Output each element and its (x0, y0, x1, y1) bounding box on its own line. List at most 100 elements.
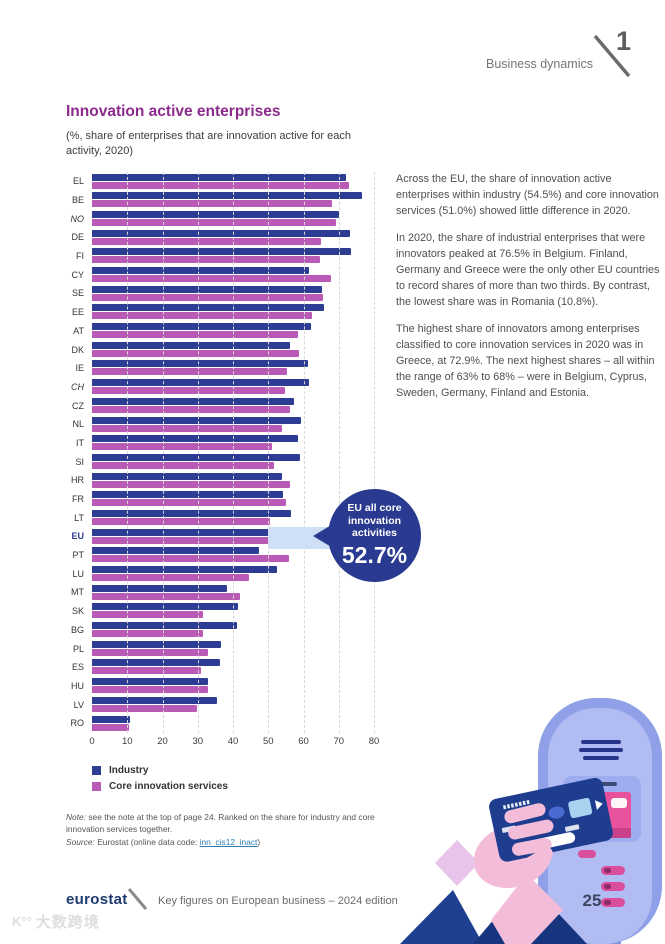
country-label: PL (72, 643, 84, 654)
callout-value: 52.7% (341, 541, 408, 568)
country-label: DE (71, 232, 84, 243)
source-label: Source: (66, 837, 95, 847)
chart-row-SE: SE (38, 284, 384, 303)
blue-triangle (400, 890, 483, 944)
country-label: AT (73, 325, 84, 336)
industry-bar-CH (92, 379, 310, 387)
services-bar-CH (92, 387, 285, 395)
bar-pair (92, 284, 374, 303)
chart-row-SK: SK (38, 602, 384, 621)
callout-line: innovation (347, 514, 402, 527)
chart-row-RO: RO (38, 714, 384, 733)
chart-row-LV: LV (38, 695, 384, 714)
bar-pair (92, 564, 374, 583)
bar-pair (92, 340, 374, 359)
country-label: EE (71, 307, 84, 318)
country-label: BE (71, 195, 84, 206)
country-label: SI (75, 456, 84, 467)
country-label: NO (70, 213, 85, 224)
industry-bar-SE (92, 285, 322, 293)
country-label: CZ (72, 400, 84, 411)
bar-pair (92, 396, 374, 415)
chapter-label: Business dynamics (486, 57, 593, 71)
services-bar-EU (92, 536, 272, 544)
country-label: BG (70, 624, 84, 635)
services-bar-MT (92, 592, 241, 600)
watermark-text: 大数跨境 (35, 914, 100, 931)
payment-illustration: 25 (400, 698, 662, 944)
card-chip (568, 797, 593, 819)
industry-bar-AT (92, 323, 312, 331)
industry-bar-BE (92, 192, 362, 200)
chart-row-CZ: CZ (38, 396, 384, 415)
source-text: Eurostat (online data code: (94, 837, 200, 847)
bar-pair (92, 452, 374, 471)
x-tick-label-80: 80 (368, 736, 380, 747)
bar-pair (92, 378, 374, 397)
x-tick-label-30: 30 (192, 736, 204, 747)
chart-row-EE: EE (38, 303, 384, 322)
bar-pair (92, 359, 374, 378)
watermark: K°° 大数跨境 (12, 911, 100, 932)
bar-pair (92, 228, 374, 247)
chart-row-LU: LU (38, 564, 384, 583)
data-code-link[interactable]: inn_cis12_inact (199, 837, 258, 847)
industry-swatch-icon (92, 766, 101, 775)
bar-pair (92, 490, 374, 509)
page-number: 25 (583, 891, 602, 910)
bar-pair (92, 508, 374, 527)
x-tick-label-60: 60 (298, 736, 309, 747)
services-bar-HU (92, 686, 208, 694)
watermark-logo-icon: K°° (12, 914, 32, 929)
country-label: CH (71, 381, 84, 392)
country-label: FR (72, 494, 84, 505)
chart-row-AT: AT (38, 322, 384, 341)
wrist (491, 874, 563, 944)
country-label: RO (70, 718, 85, 729)
x-tick-label-70: 70 (333, 736, 345, 747)
bar-pair (92, 209, 374, 228)
country-label: LT (74, 512, 84, 523)
x-tick-label-10: 10 (122, 736, 133, 747)
card-arrow-icon (594, 800, 603, 811)
chart-row-CY: CY (38, 265, 384, 284)
chart-row-HR: HR (38, 471, 384, 490)
services-bar-DE (92, 237, 322, 245)
body-text-column: Across the EU, the share of innovation a… (396, 172, 660, 413)
legend-label: Core innovation services (109, 781, 228, 792)
industry-bar-DE (92, 229, 350, 237)
figure-title: Innovation active enterprises (66, 103, 281, 120)
figure-source: Source: Eurostat (online data code: inn_… (66, 837, 376, 847)
eu-callout-bubble: EU all core innovation activities 52.7% (328, 489, 421, 582)
industry-bar-NO (92, 210, 339, 218)
chart-row-LT: LT (38, 508, 384, 527)
bar-pair (92, 415, 374, 434)
paragraph: The highest share of innovators among en… (396, 322, 655, 399)
chart-row-PL: PL (38, 639, 384, 658)
chart-row-EU: EU (38, 527, 384, 546)
country-label: EU (71, 531, 84, 542)
country-label: PT (72, 550, 84, 561)
note-text: see the note at the top of page 24. Rank… (66, 812, 375, 835)
industry-bar-MT (92, 584, 227, 592)
chapter-number: 1 (615, 26, 631, 56)
bar-pair (92, 471, 374, 490)
services-bar-IT (92, 443, 273, 451)
industry-bar-EU (92, 528, 285, 536)
bar-pair (92, 172, 374, 191)
pink-diamond (435, 840, 479, 886)
industry-bar-DK (92, 341, 290, 349)
country-label: NL (72, 419, 84, 430)
bar-pair (92, 714, 374, 733)
chart-row-DE: DE (38, 228, 384, 247)
bar-pair (92, 639, 374, 658)
bar-pair (92, 265, 374, 284)
country-label: HU (71, 680, 84, 691)
industry-bar-IT (92, 435, 298, 443)
industry-bar-LU (92, 566, 278, 574)
bar-pair (92, 583, 374, 602)
country-label: DK (71, 344, 84, 355)
x-axis: 0 10 20 30 40 50 60 70 80 (89, 736, 392, 750)
industry-bar-NL (92, 416, 301, 424)
